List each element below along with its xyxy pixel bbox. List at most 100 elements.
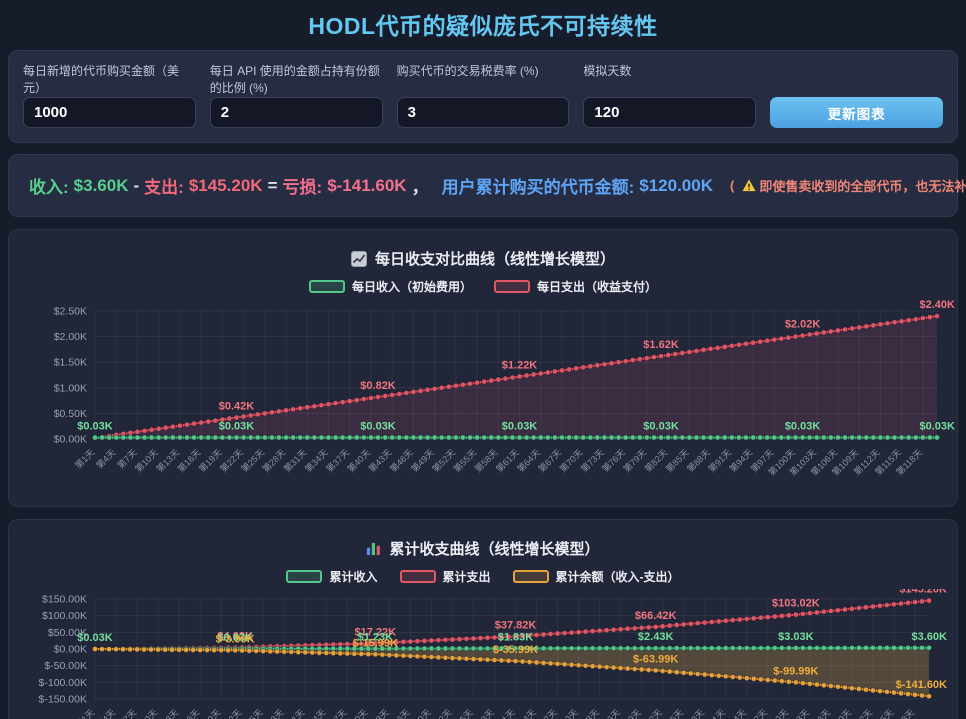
- svg-text:$37.82K: $37.82K: [495, 619, 537, 631]
- svg-text:第52天: 第52天: [430, 447, 458, 475]
- legend-swatch: [286, 570, 323, 583]
- bar-chart-icon: [367, 542, 381, 556]
- svg-text:$66.42K: $66.42K: [635, 610, 677, 622]
- svg-text:$0.03K: $0.03K: [920, 420, 956, 432]
- svg-text:$0.03K: $0.03K: [643, 420, 679, 432]
- summary-bar: 收入: $3.60K - 支出: $145.20K = 亏损: $-141.60…: [8, 154, 966, 217]
- expense-value: $145.20K: [188, 175, 263, 195]
- svg-text:$-63.99K: $-63.99K: [633, 653, 678, 665]
- cumulative-chart[interactable]: $150.00K $100.00K $50.00K $0.00K $-50.00K $-1…: [17, 584, 959, 719]
- svg-text:第85天: 第85天: [663, 447, 691, 475]
- api-usage-percent-input[interactable]: [209, 97, 383, 128]
- equals-sign: =: [267, 175, 278, 195]
- income-value: $3.60K: [73, 175, 129, 195]
- svg-text:$0.03K: $0.03K: [785, 420, 821, 432]
- income-label: 收入:: [29, 178, 69, 197]
- cumulative-chart-panel: 累计收支曲线（线性增长模型） 累计收入 累计支出 累计余额（收入-支出） $15…: [8, 519, 958, 719]
- svg-text:$-35.99K: $-35.99K: [493, 644, 538, 656]
- field-label: 模拟天数: [583, 64, 632, 78]
- svg-text:$-50.00K: $-50.00K: [44, 660, 87, 672]
- field-label: 每日 API 使用的金额占持有份额的比例 (%): [209, 64, 380, 96]
- svg-text:$0.63K: $0.63K: [217, 632, 253, 644]
- daily-chart-legend: 每日收入（初始费用） 每日支出（收益支付）: [17, 275, 949, 299]
- legend-item-cum-expense[interactable]: 累计支出: [399, 568, 491, 585]
- svg-text:第37天: 第37天: [324, 447, 352, 475]
- svg-text:第28天: 第28天: [260, 447, 288, 475]
- svg-text:第31天: 第31天: [281, 447, 309, 475]
- comma: ，: [411, 178, 429, 197]
- svg-text:$-99.99K: $-99.99K: [773, 665, 818, 677]
- daily-buy-amount-input[interactable]: [23, 97, 196, 128]
- tax-rate-input[interactable]: [396, 97, 570, 128]
- legend-item-cum-balance[interactable]: 累计余额（收入-支出）: [512, 568, 680, 585]
- legend-swatch: [399, 570, 436, 583]
- svg-text:$1.23K: $1.23K: [358, 632, 394, 644]
- page-title: HODL代币的疑似庞氏不可持续性: [308, 13, 658, 39]
- purchase-value: $120.00K: [639, 175, 713, 195]
- daily-chart-panel: 每日收支对比曲线（线性增长模型） 每日收入（初始费用） 每日支出（收益支付） $…: [8, 229, 958, 507]
- svg-text:第25天: 第25天: [239, 447, 267, 475]
- svg-text:第46天: 第46天: [387, 447, 415, 475]
- update-chart-button[interactable]: 更新图表: [770, 97, 943, 128]
- svg-text:第73天: 第73天: [578, 447, 606, 475]
- svg-text:第34天: 第34天: [302, 447, 330, 475]
- svg-text:第4天: 第4天: [94, 447, 118, 471]
- minus-sign: -: [133, 175, 140, 195]
- svg-text:第4天: 第4天: [93, 707, 117, 719]
- legend-label: 累计支出: [442, 570, 491, 584]
- svg-text:第13天: 第13天: [154, 447, 182, 475]
- legend-swatch: [308, 280, 345, 293]
- svg-text:$2.00K: $2.00K: [54, 331, 87, 343]
- svg-text:$3.03K: $3.03K: [778, 631, 814, 643]
- field-tax-rate: 购买代币的交易税费率 (%): [396, 61, 570, 128]
- svg-text:第43天: 第43天: [366, 447, 394, 475]
- line-chart-icon: [350, 250, 367, 267]
- svg-text:第67天: 第67天: [536, 447, 564, 475]
- legend-item-daily-expense[interactable]: 每日支出（收益支付）: [494, 278, 657, 295]
- svg-text:第10天: 第10天: [133, 447, 161, 475]
- svg-text:$0.03K: $0.03K: [502, 420, 538, 432]
- svg-text:$0.50K: $0.50K: [54, 408, 87, 420]
- warning-triangle-icon: [742, 179, 756, 192]
- svg-text:$-150.00K: $-150.00K: [39, 694, 87, 706]
- svg-text:第70天: 第70天: [557, 447, 585, 475]
- svg-text:$0.00K: $0.00K: [54, 644, 87, 656]
- svg-text:第22天: 第22天: [217, 447, 245, 475]
- svg-text:$103.02K: $103.02K: [772, 598, 820, 610]
- legend-item-daily-income[interactable]: 每日收入（初始费用）: [308, 278, 472, 295]
- svg-text:第49天: 第49天: [408, 447, 436, 475]
- svg-text:$50.00K: $50.00K: [48, 627, 87, 639]
- svg-text:$0.03K: $0.03K: [360, 420, 396, 432]
- svg-text:$-141.60K: $-141.60K: [896, 679, 947, 691]
- svg-text:第1天: 第1天: [72, 707, 96, 719]
- svg-text:第19天: 第19天: [196, 447, 224, 475]
- svg-text:第76天: 第76天: [599, 447, 627, 475]
- svg-text:第94天: 第94天: [727, 447, 755, 475]
- svg-text:第40天: 第40天: [345, 447, 373, 475]
- svg-text:$1.50K: $1.50K: [54, 357, 87, 369]
- svg-text:$17.22K: $17.22K: [355, 626, 397, 638]
- legend-label: 累计收入: [329, 570, 378, 584]
- svg-text:$150.00K: $150.00K: [42, 594, 87, 606]
- svg-text:第91天: 第91天: [706, 447, 734, 475]
- field-api-usage-percent: 每日 API 使用的金额占持有份额的比例 (%): [209, 61, 383, 128]
- field-sim-days: 模拟天数: [583, 61, 757, 128]
- legend-label: 每日收入（初始费用）: [351, 280, 472, 294]
- legend-item-cum-income[interactable]: 累计收入: [286, 568, 378, 585]
- svg-text:第55天: 第55天: [451, 447, 479, 475]
- daily-income-expense-chart[interactable]: $2.50K$2.00K$1.50K$1.00K$0.50K$0.00K第1天第…: [17, 299, 959, 497]
- svg-text:$-100.00K: $-100.00K: [39, 677, 87, 689]
- sim-days-input[interactable]: [583, 97, 757, 128]
- daily-chart-title: 每日收支对比曲线（线性增长模型）: [17, 240, 949, 275]
- loss-label: 亏损:: [282, 178, 323, 197]
- legend-swatch: [512, 570, 549, 583]
- expense-label: 支出:: [144, 178, 184, 197]
- svg-text:$2.43K: $2.43K: [638, 631, 674, 643]
- cumulative-chart-legend: 累计收入 累计支出 累计余额（收入-支出）: [17, 565, 949, 589]
- svg-text:$2.02K: $2.02K: [785, 319, 821, 331]
- cumulative-chart-title: 累计收支曲线（线性增长模型）: [17, 530, 949, 565]
- field-label: 每日新增的代币购买金额（美元）: [23, 64, 180, 96]
- svg-text:第61天: 第61天: [493, 447, 521, 475]
- svg-text:$3.60K: $3.60K: [912, 631, 948, 643]
- svg-text:$100.00K: $100.00K: [42, 610, 87, 622]
